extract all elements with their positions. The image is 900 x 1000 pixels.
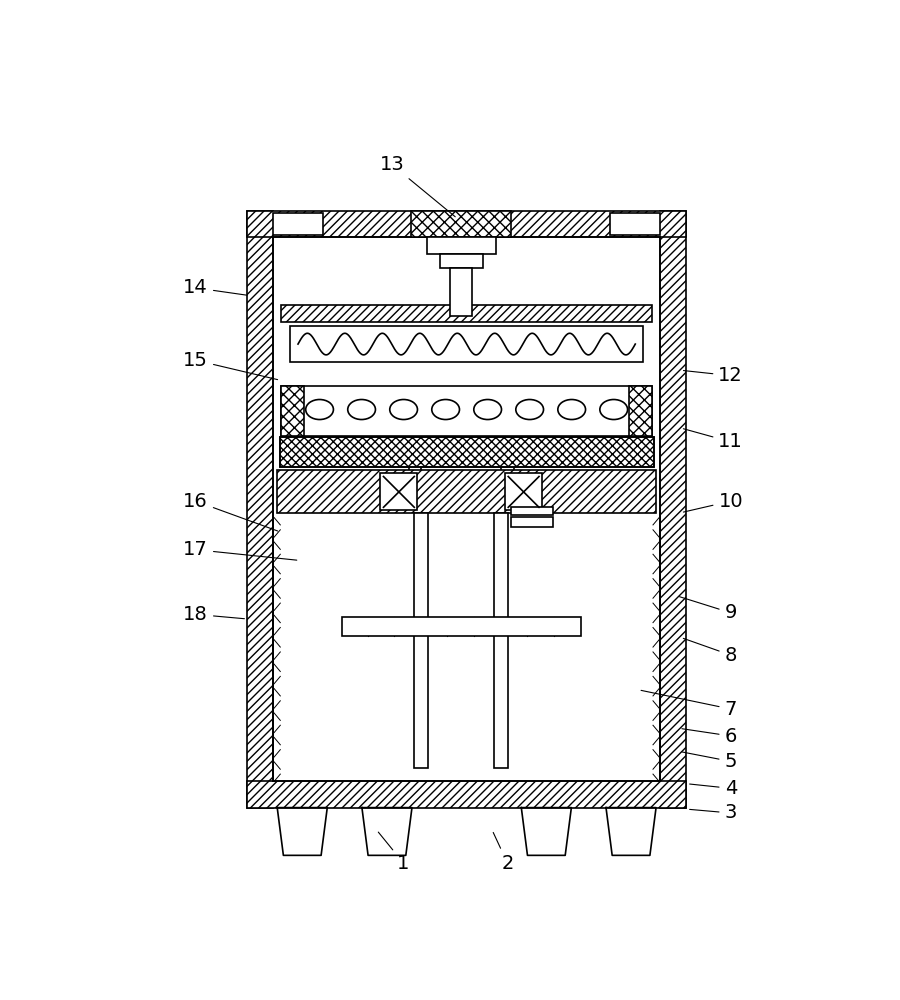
Ellipse shape	[558, 400, 586, 420]
Ellipse shape	[390, 400, 418, 420]
Bar	[440, 254, 482, 268]
Bar	[414, 513, 428, 768]
Bar	[427, 237, 496, 254]
Bar	[629, 386, 652, 436]
Text: 13: 13	[380, 155, 455, 217]
Text: 1: 1	[378, 832, 410, 873]
Ellipse shape	[432, 400, 460, 420]
Text: 10: 10	[683, 492, 743, 512]
Ellipse shape	[599, 400, 627, 420]
Bar	[280, 437, 653, 466]
Bar	[280, 437, 653, 466]
Polygon shape	[362, 808, 412, 855]
Ellipse shape	[473, 400, 501, 420]
Text: 17: 17	[184, 540, 297, 560]
Bar	[451, 268, 472, 316]
Bar	[342, 617, 580, 636]
Text: 11: 11	[683, 429, 743, 451]
Bar	[505, 473, 542, 510]
Bar	[274, 213, 323, 235]
Bar	[510, 507, 553, 515]
Text: 2: 2	[493, 832, 514, 873]
Text: 15: 15	[184, 351, 277, 380]
Text: 4: 4	[689, 779, 737, 798]
Bar	[248, 211, 686, 237]
Bar	[494, 513, 508, 768]
Text: 8: 8	[683, 638, 737, 665]
Bar	[248, 211, 274, 808]
Bar	[381, 473, 418, 510]
Ellipse shape	[516, 400, 544, 420]
Text: 9: 9	[680, 597, 737, 622]
Text: 5: 5	[682, 752, 737, 771]
Ellipse shape	[306, 400, 333, 420]
Bar	[281, 386, 304, 436]
Bar	[660, 211, 686, 808]
Polygon shape	[277, 808, 328, 855]
Bar	[610, 213, 660, 235]
Text: 7: 7	[641, 690, 737, 719]
Ellipse shape	[347, 400, 375, 420]
Text: 14: 14	[184, 278, 247, 297]
Bar	[248, 781, 686, 808]
Bar	[281, 386, 652, 436]
Bar	[510, 517, 553, 527]
Text: 6: 6	[682, 726, 737, 746]
Bar	[281, 305, 652, 322]
Text: 16: 16	[184, 492, 278, 531]
Text: 18: 18	[184, 605, 245, 624]
Bar	[411, 211, 511, 237]
Bar	[291, 326, 643, 362]
Text: 12: 12	[683, 366, 743, 385]
Polygon shape	[521, 808, 572, 855]
Text: 3: 3	[689, 804, 737, 822]
Bar	[277, 470, 656, 513]
Polygon shape	[606, 808, 656, 855]
